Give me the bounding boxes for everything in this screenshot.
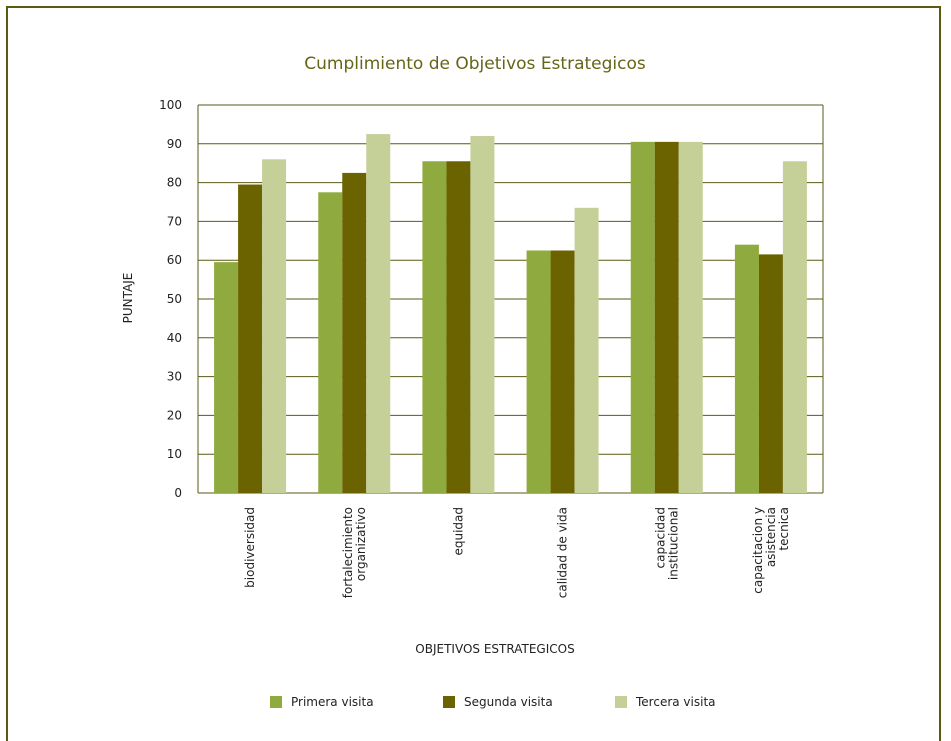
y-tick-labels: 0 10 20 30 40 50 60 70 80 90 100 (159, 98, 182, 500)
x-category-labels: biodiversidad fortalecimientoorganizativo… (243, 507, 791, 598)
y-axis-label: PUNTAJE (121, 273, 135, 324)
bar (758, 254, 783, 493)
legend-swatch (615, 696, 627, 708)
bar (422, 161, 447, 493)
bars (214, 134, 807, 494)
bar (678, 141, 703, 494)
y-tick-label: 90 (167, 137, 182, 151)
bar (262, 159, 287, 493)
x-category-label: fortalecimientoorganizativo (341, 507, 368, 598)
y-tick-label: 0 (174, 486, 182, 500)
x-category-label: capacitacion yasistenciatecnica (751, 507, 791, 594)
y-tick-label: 40 (167, 331, 182, 345)
y-tick-label: 100 (159, 98, 182, 112)
x-axis-label: OBJETIVOS ESTRATEGICOS (415, 642, 574, 656)
gridlines (197, 104, 824, 494)
y-tick-label: 50 (167, 292, 182, 306)
x-category-label: capacidadinstitucional (653, 507, 680, 580)
y-tick-label: 30 (167, 370, 182, 384)
legend-label: Primera visita (291, 695, 374, 709)
legend: Primera visita Segunda visita Tercera visi… (270, 695, 716, 709)
y-tick-label: 80 (167, 176, 182, 190)
bar (470, 136, 495, 494)
bar (214, 262, 239, 493)
chart-title: Cumplimiento de Objetivos Estrategicos (304, 54, 646, 74)
legend-swatch (443, 696, 455, 708)
bar (654, 141, 679, 494)
bar (550, 250, 575, 493)
bar (366, 134, 391, 493)
y-tick-label: 60 (167, 253, 182, 267)
bar (734, 244, 759, 493)
bar (526, 250, 551, 493)
bar (574, 207, 599, 493)
y-tick-label: 20 (167, 408, 182, 422)
x-category-label: biodiversidad (243, 507, 257, 588)
legend-label: Tercera visita (635, 695, 716, 709)
y-tick-label: 70 (167, 214, 182, 228)
bar (446, 161, 471, 493)
x-category-label: calidad de vida (556, 507, 570, 598)
legend-label: Segunda visita (464, 695, 553, 709)
bar (782, 161, 807, 493)
bar (630, 141, 655, 494)
bar (318, 192, 343, 494)
bar (238, 184, 263, 494)
legend-swatch (270, 696, 282, 708)
x-category-label: equidad (451, 507, 465, 556)
bar (342, 172, 367, 493)
y-tick-label: 10 (167, 447, 182, 461)
